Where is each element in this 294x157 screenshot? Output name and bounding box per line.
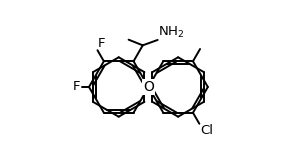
- Text: Cl: Cl: [200, 125, 213, 137]
- Text: NH$_2$: NH$_2$: [158, 25, 185, 40]
- Text: O: O: [143, 80, 154, 94]
- Text: F: F: [98, 37, 106, 50]
- Text: F: F: [73, 81, 81, 93]
